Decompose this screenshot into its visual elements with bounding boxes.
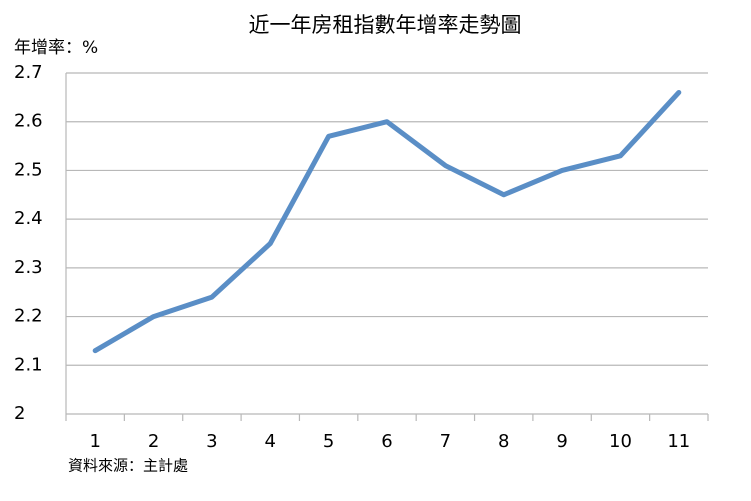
x-tick-label: 11 [667, 431, 690, 452]
y-tick-label: 2.1 [14, 354, 43, 375]
chart-title: 近一年房租指數年增率走勢圖 [249, 13, 522, 37]
y-tick-label: 2.3 [14, 257, 43, 278]
x-tick-label: 4 [265, 431, 276, 452]
y-tick-label: 2.5 [14, 159, 43, 180]
y-tick-label: 2.2 [14, 306, 43, 327]
x-tick-label: 5 [323, 431, 334, 452]
x-tick-label: 2 [148, 431, 159, 452]
y-tick-label: 2.6 [14, 111, 43, 132]
x-tick-label: 7 [440, 431, 451, 452]
x-tick-label: 8 [498, 431, 509, 452]
y-tick-label: 2.7 [14, 62, 43, 83]
x-tick-label: 6 [381, 431, 392, 452]
y-axis-label: 年增率：% [14, 38, 98, 58]
y-tick-label: 2.4 [14, 208, 43, 229]
x-tick-label: 9 [556, 431, 567, 452]
y-tick-label: 2 [14, 403, 25, 424]
x-tick-label: 10 [609, 431, 632, 452]
x-tick-label: 3 [206, 431, 217, 452]
source-note: 資料來源：主計處 [68, 457, 188, 475]
data-line [92, 89, 682, 354]
x-tick-label: 1 [89, 431, 100, 452]
